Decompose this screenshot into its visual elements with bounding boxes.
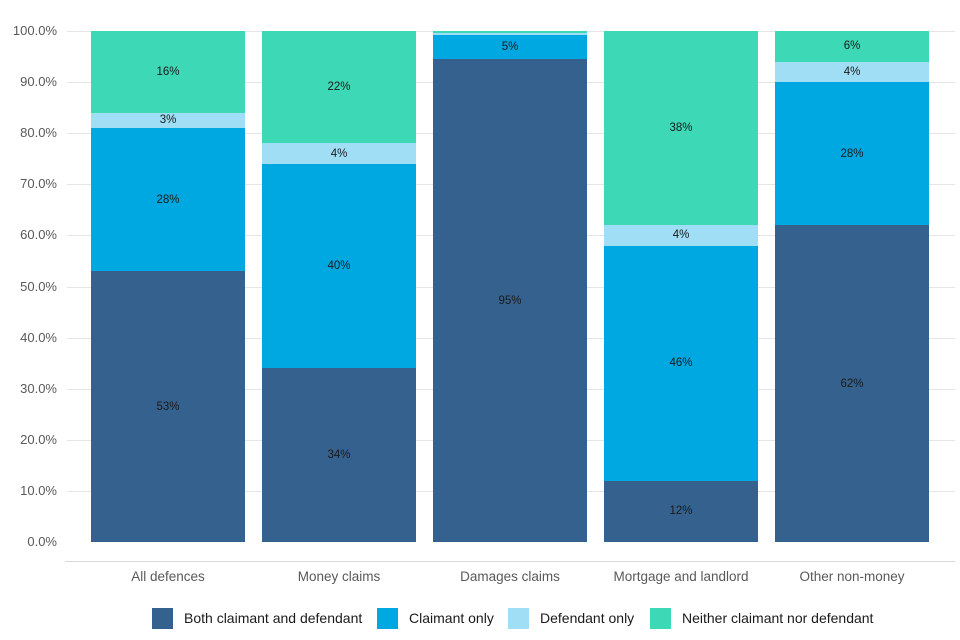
bar-segment-label: 4% (330, 147, 348, 160)
legend-label-0: Both claimant and defendant (184, 610, 363, 626)
bar-segment-4-both-claimant-and-defendant (775, 225, 929, 542)
bar-segment-2-defendant-only (433, 32, 587, 35)
bar-segment-label: 22% (327, 81, 351, 94)
bar-segment-label: 4% (672, 229, 690, 242)
y-tick-label-60: 60.0% (20, 227, 57, 243)
y-tick-label-10: 10.0% (20, 482, 57, 498)
bar-segment-1-both-claimant-and-defendant (262, 368, 416, 542)
bar-segment-label: 38% (669, 122, 693, 135)
bar-segment-0-both-claimant-and-defendant (91, 271, 245, 542)
y-tick-label-0: 0.0% (27, 534, 57, 549)
legend-swatch-3 (650, 608, 671, 629)
x-axis-label-3: Mortgage and landlord (613, 569, 749, 584)
x-axis-label-4: Other non-money (799, 569, 905, 584)
bar-segment-label: 40% (327, 260, 351, 273)
bar-segment-0-defendant-only (91, 112, 245, 129)
x-axis-line (65, 561, 955, 562)
bar-segment-label: 62% (840, 377, 864, 390)
x-axis-label-2: Damages claims (460, 569, 560, 584)
y-tick-label-100: 100.0% (12, 23, 57, 38)
legend-label-1: Claimant only (409, 610, 494, 626)
legend-label-2: Defendant only (540, 610, 635, 626)
bar-segment-label: 4% (843, 65, 861, 78)
bar-segment-0-claimant-only (91, 128, 245, 272)
bar-segment-1-defendant-only (262, 143, 416, 164)
bar-segment-2-both-claimant-and-defendant (433, 59, 587, 542)
y-tick-label-20: 20.0% (20, 431, 57, 447)
legend-label-3: Neither claimant nor defendant (682, 610, 874, 626)
bar-segment-4-neither-claimant-nor-defendant (775, 31, 929, 62)
y-tick-label-70: 70.0% (20, 176, 57, 192)
bar-segment-1-claimant-only (262, 163, 416, 369)
bar-segment-1-neither-claimant-nor-defendant (262, 31, 416, 144)
y-tick-label-50: 50.0% (20, 278, 57, 294)
bar-segment-4-defendant-only (775, 61, 929, 83)
y-tick-label-90: 90.0% (20, 74, 57, 90)
legend-swatch-0 (152, 608, 173, 629)
bar-segment-label: 95% (498, 294, 522, 307)
bar-segment-label: 34% (327, 449, 351, 462)
bar-segment-label: 28% (840, 147, 864, 160)
y-tick-label-40: 40.0% (20, 329, 57, 345)
bar-segment-2-neither-claimant-nor-defendant (433, 31, 587, 33)
bar-segment-3-claimant-only (604, 245, 758, 481)
legend-swatch-1 (377, 608, 398, 629)
bar-segment-label: 12% (669, 505, 693, 518)
bar-segment-3-neither-claimant-nor-defendant (604, 31, 758, 226)
x-axis-label-1: Money claims (297, 569, 381, 584)
bar-segment-label: 53% (156, 400, 180, 413)
bar-segment-label: 46% (669, 357, 693, 370)
bar-segment-3-both-claimant-and-defendant (604, 480, 758, 542)
x-axis-label-0: All defences (131, 569, 205, 584)
bar-segment-label: 16% (156, 65, 180, 78)
y-tick-label-30: 30.0% (20, 380, 57, 396)
bar-segment-2-claimant-only (433, 34, 587, 60)
bar-segment-4-claimant-only (775, 82, 929, 226)
bar-segment-label: 6% (843, 40, 861, 53)
legend-swatch-2 (508, 608, 529, 629)
y-tick-label-80: 80.0% (20, 125, 57, 141)
bar-segment-label: 3% (159, 114, 177, 127)
bar-segment-label: 28% (156, 193, 180, 206)
bar-segment-3-defendant-only (604, 225, 758, 246)
bar-segment-label: 5% (501, 40, 519, 53)
bar-segment-0-neither-claimant-nor-defendant (91, 31, 245, 113)
